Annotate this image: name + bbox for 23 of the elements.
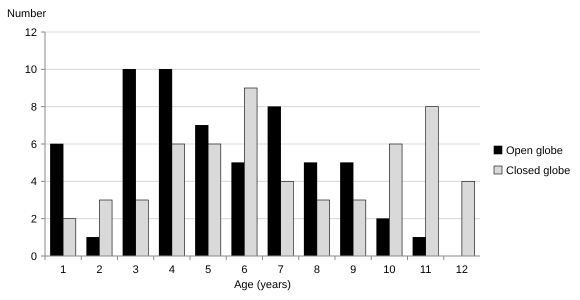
- x-tick-label: 9: [350, 264, 356, 276]
- x-tick-label: 5: [205, 264, 212, 276]
- y-tick-label: 4: [30, 176, 37, 188]
- x-axis-title: Age (years): [234, 279, 291, 291]
- y-tick-label: 0: [30, 250, 37, 263]
- y-tick-label: 6: [30, 138, 37, 151]
- legend-label: Open globe: [506, 144, 563, 157]
- x-tick-label: 12: [456, 264, 468, 276]
- y-tick-label: 10: [24, 64, 37, 76]
- x-tick-label: 7: [278, 264, 284, 276]
- y-tick-label: 12: [24, 26, 37, 39]
- x-tick-label: 4: [168, 264, 175, 276]
- x-tick-label: 10: [383, 264, 396, 276]
- legend-label: Closed globe: [506, 164, 570, 177]
- x-tick-label: 1: [60, 264, 66, 276]
- y-axis-title: Number: [7, 8, 46, 20]
- y-tick-label: 2: [30, 214, 37, 226]
- x-tick-label: 11: [420, 264, 432, 276]
- x-tick-label: 6: [241, 264, 248, 276]
- x-tick-label: 8: [314, 264, 320, 276]
- y-tick-label: 8: [30, 102, 37, 114]
- x-tick-label: 3: [132, 264, 139, 276]
- x-tick-label: 2: [96, 264, 102, 276]
